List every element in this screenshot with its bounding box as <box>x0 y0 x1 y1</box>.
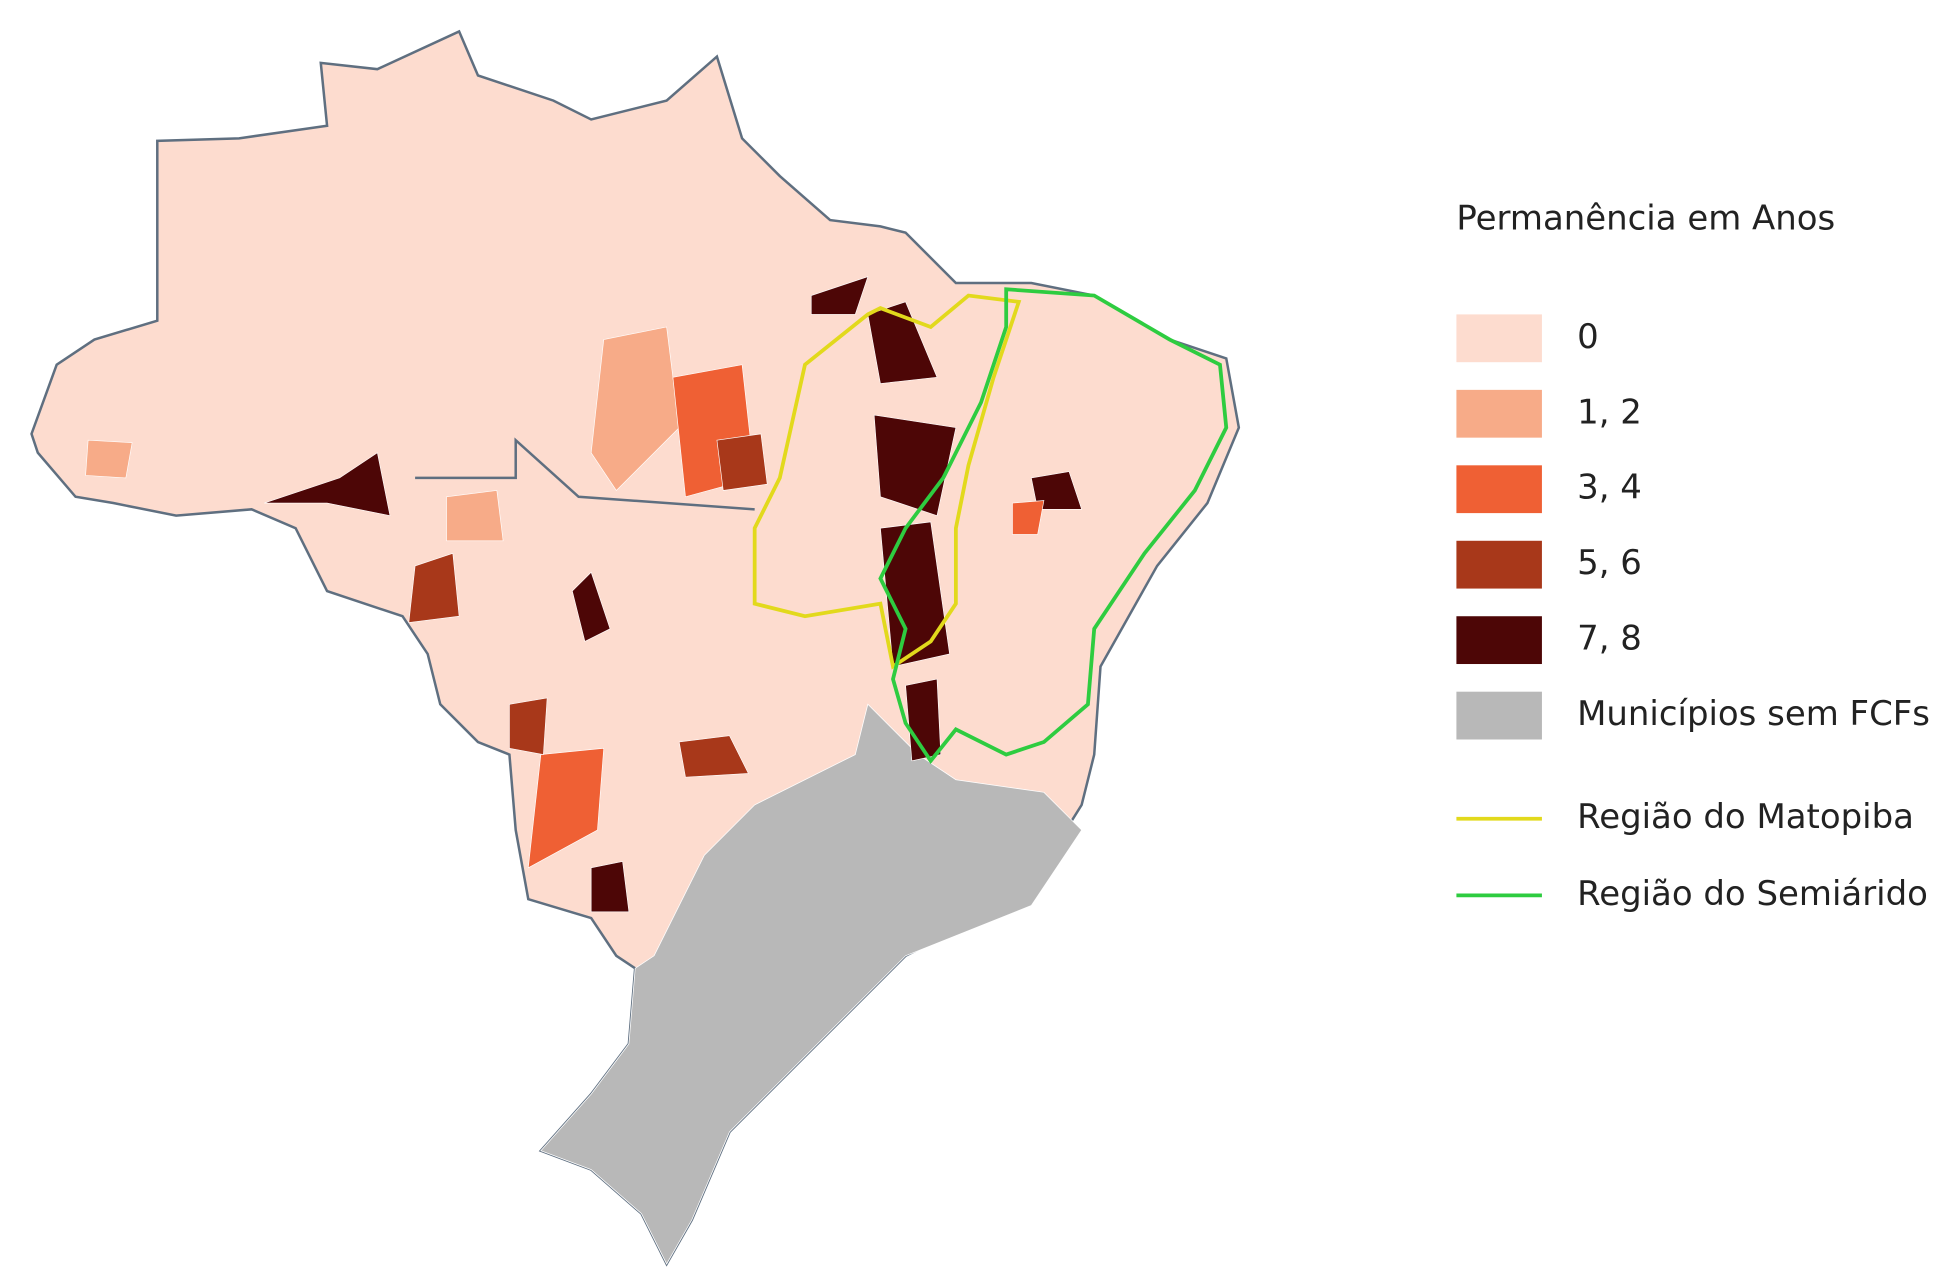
patch <box>880 521 950 667</box>
legend-title: Permanência em Anos <box>1456 199 1835 239</box>
legend-label: 3, 4 <box>1577 468 1642 508</box>
patch <box>678 735 749 778</box>
legend-swatch <box>1456 389 1542 438</box>
patch <box>1030 471 1083 510</box>
legend-swatch <box>1456 616 1542 665</box>
matopiba-outline <box>752 293 1022 670</box>
legend-label: 1, 2 <box>1577 392 1642 432</box>
legend-label: 0 <box>1577 317 1599 357</box>
patch <box>590 326 680 491</box>
patch <box>716 433 768 491</box>
patch <box>264 452 391 517</box>
patch <box>590 861 630 913</box>
patch <box>1012 500 1045 535</box>
semiarido-outline <box>878 287 1229 765</box>
map <box>30 29 1241 1267</box>
municipality-patches <box>85 276 1083 913</box>
patch <box>446 490 504 542</box>
legend-label: Região do Semiárido <box>1577 874 1928 914</box>
patch <box>810 276 869 315</box>
patch <box>85 439 133 479</box>
patch <box>509 697 548 755</box>
legend-swatch <box>1456 540 1542 589</box>
patch <box>867 301 938 384</box>
legend-label: Municípios sem FCFs <box>1577 694 1930 734</box>
legend-swatch <box>1456 314 1542 363</box>
legend: Permanência em Anos 0 1, 2 3, 4 5, 6 7, 8 Mun… <box>1456 199 1930 914</box>
patch <box>408 552 460 623</box>
legend-label: 7, 8 <box>1577 619 1642 659</box>
patch <box>571 571 611 642</box>
patch <box>527 747 605 869</box>
legend-label: 5, 6 <box>1577 543 1642 583</box>
patch <box>905 678 942 762</box>
legend-swatch <box>1456 691 1542 740</box>
state-border <box>415 437 755 511</box>
legend-label: Região do Matopiba <box>1577 797 1914 837</box>
region-without-fcf <box>540 703 1083 1265</box>
legend-swatch <box>1456 465 1542 514</box>
